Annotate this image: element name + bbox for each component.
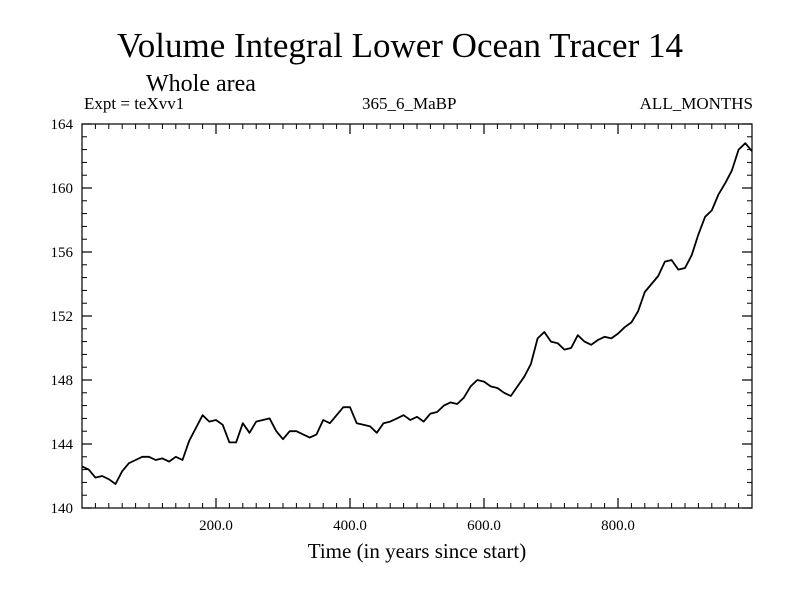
y-tick-label: 140 — [51, 501, 74, 517]
major-ticks — [82, 123, 752, 509]
y-tick-label: 144 — [51, 437, 74, 453]
y-tick-label: 160 — [51, 181, 74, 197]
experiment-label: Expt = teXvv1 — [84, 94, 185, 113]
x-axis-title: Time (in years since start) — [308, 539, 527, 563]
y-tick-label: 156 — [51, 245, 74, 261]
months-label: ALL_MONTHS — [639, 94, 753, 113]
series-line — [81, 142, 753, 485]
y-tick-label: 148 — [51, 373, 74, 389]
chart-subtitle: Whole area — [146, 71, 256, 97]
minor-ticks — [82, 124, 752, 508]
x-tick-label: 400.0 — [333, 518, 367, 534]
run-label: 365_6_MaBP — [362, 94, 457, 113]
x-tick-label: 600.0 — [467, 518, 501, 534]
x-tick-label: 200.0 — [199, 518, 233, 534]
series-layer — [81, 142, 753, 485]
tick-labels: 200.0 400.0 600.0 800.0 140 144 148 152 156 160 16… — [51, 117, 635, 534]
chart-title: Volume Integral Lower Ocean Tracer 14 — [117, 26, 683, 65]
x-tick-label: 800.0 — [601, 518, 635, 534]
y-tick-label: 152 — [51, 309, 74, 325]
plot-frame — [81, 123, 753, 509]
y-tick-label: 164 — [51, 117, 74, 133]
